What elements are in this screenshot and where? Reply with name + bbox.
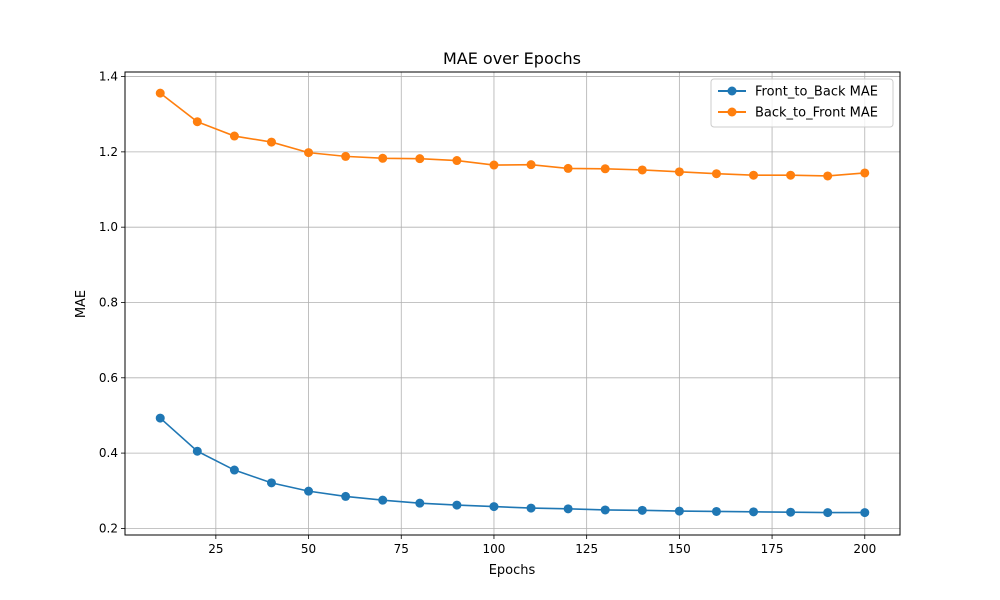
- data-point-back-to-front-mae: [711, 169, 721, 179]
- data-point-front-to-back-mae: [192, 446, 202, 456]
- y-tick-label: 1.0: [99, 220, 118, 234]
- data-point-front-to-back-mae: [563, 504, 573, 514]
- x-tick-label: 75: [394, 542, 409, 556]
- data-point-front-to-back-mae: [526, 503, 536, 513]
- data-point-back-to-front-mae: [192, 117, 202, 127]
- data-point-front-to-back-mae: [155, 413, 165, 423]
- x-tick-label: 125: [575, 542, 598, 556]
- data-point-back-to-front-mae: [674, 167, 684, 177]
- data-point-back-to-front-mae: [860, 168, 870, 178]
- data-point-front-to-back-mae: [304, 486, 314, 496]
- legend-label-front-to-back: Front_to_Back MAE: [755, 85, 878, 100]
- x-tick-label: 150: [668, 542, 691, 556]
- data-point-back-to-front-mae: [637, 165, 647, 175]
- data-point-back-to-front-mae: [489, 160, 499, 170]
- data-point-front-to-back-mae: [378, 495, 388, 505]
- data-point-front-to-back-mae: [749, 507, 759, 517]
- data-point-back-to-front-mae: [563, 163, 573, 173]
- data-point-back-to-front-mae: [600, 164, 610, 174]
- data-point-back-to-front-mae: [155, 88, 165, 98]
- data-point-front-to-back-mae: [823, 508, 833, 518]
- data-point-back-to-front-mae: [415, 154, 425, 164]
- data-point-front-to-back-mae: [489, 502, 499, 512]
- legend-marker-front-to-back: [727, 86, 737, 96]
- data-point-back-to-front-mae: [452, 156, 462, 166]
- data-point-front-to-back-mae: [415, 498, 425, 508]
- legend-box: [710, 78, 894, 128]
- data-point-back-to-front-mae: [304, 148, 314, 158]
- x-tick-label: 100: [483, 542, 506, 556]
- data-point-front-to-back-mae: [786, 507, 796, 517]
- x-axis-label: Epochs: [489, 563, 536, 578]
- data-point-front-to-back-mae: [600, 505, 610, 515]
- plot-frame: [124, 71, 901, 536]
- grid-layer: [125, 72, 900, 535]
- y-tick-label: 0.4: [99, 446, 118, 460]
- legend-label-back-to-front: Back_to_Front MAE: [755, 106, 878, 121]
- y-tick-label: 0.8: [99, 295, 118, 309]
- x-tick-label: 25: [208, 542, 223, 556]
- x-axis-ticks: 25 50 75 100 125 150 175 200: [208, 535, 876, 556]
- x-tick-label: 200: [853, 542, 876, 556]
- y-tick-label: 0.2: [99, 521, 118, 535]
- x-tick-label: 50: [301, 542, 316, 556]
- data-point-back-to-front-mae: [786, 170, 796, 180]
- data-point-back-to-front-mae: [823, 171, 833, 181]
- data-point-back-to-front-mae: [266, 137, 276, 147]
- y-tick-label: 0.6: [99, 371, 118, 385]
- y-axis-ticks: 0.2 0.4 0.6 0.8 1.0 1.2 1.4: [99, 70, 125, 535]
- data-point-back-to-front-mae: [526, 160, 536, 170]
- data-point-back-to-front-mae: [229, 131, 239, 141]
- data-point-front-to-back-mae: [341, 491, 351, 501]
- data-point-front-to-back-mae: [229, 465, 239, 475]
- series-layer: [155, 88, 870, 518]
- legend: Front_to_Back MAE Back_to_Front MAE: [710, 78, 894, 128]
- data-point-front-to-back-mae: [711, 506, 721, 516]
- series-line-back-to-front-mae: [159, 92, 865, 177]
- y-tick-label: 1.4: [99, 70, 118, 84]
- data-point-front-to-back-mae: [266, 478, 276, 488]
- data-point-front-to-back-mae: [452, 500, 462, 510]
- series-line-front-to-back-mae: [159, 417, 865, 514]
- y-tick-label: 1.2: [99, 145, 118, 159]
- chart-title: MAE over Epochs: [443, 49, 581, 68]
- data-point-front-to-back-mae: [674, 506, 684, 516]
- y-axis-label: MAE: [74, 290, 89, 318]
- data-point-back-to-front-mae: [749, 170, 759, 180]
- data-point-back-to-front-mae: [378, 153, 388, 163]
- x-tick-label: 175: [761, 542, 784, 556]
- data-point-back-to-front-mae: [341, 151, 351, 161]
- legend-marker-back-to-front: [727, 107, 737, 117]
- data-point-front-to-back-mae: [860, 508, 870, 518]
- data-point-front-to-back-mae: [637, 505, 647, 515]
